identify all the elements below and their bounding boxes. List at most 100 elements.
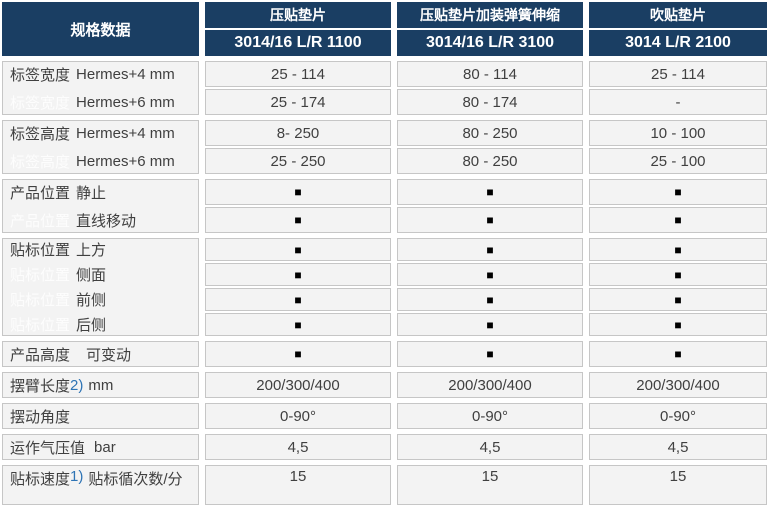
value-cell: 80 - 114 (397, 61, 583, 87)
value-cell: 25 - 250 (205, 148, 391, 174)
spec-row-label-arm-length: 摆臂长度 2) mm (2, 372, 199, 398)
spec-group-swing-angle: 摆动角度 0-90° 0-90° 0-90° (2, 403, 767, 429)
spec-group-product-position: 产品位置 静止 产品位置 直线移动 ■ ■ ■ ■ ■ ■ (2, 179, 767, 233)
value-cell: ■ (589, 341, 767, 367)
model-number-3: 3014 L/R 2100 (589, 30, 767, 56)
value-cell: 4,5 (397, 434, 583, 460)
spec-row-label-labelling-speed: 贴标速度 1) 贴标循次数/分 (2, 465, 199, 505)
footnote-link[interactable]: 2) (70, 376, 84, 394)
filled-square-icon: ■ (674, 347, 682, 361)
row-label: 贴标位置 前侧 (10, 288, 195, 311)
category-label: 贴标速度 (10, 471, 71, 488)
value-cell: ■ (205, 207, 391, 233)
filled-square-icon: ■ (294, 347, 302, 361)
filled-square-icon: ■ (294, 185, 302, 199)
category-label: 运作气压值 (10, 439, 86, 457)
sub-label: 可变动 (86, 346, 132, 364)
row-label: 标签宽度 Hermes+6 mm (10, 89, 195, 115)
value-column-3: ■ ■ (589, 179, 767, 233)
value-cell: ■ (589, 313, 767, 336)
value-cell: ■ (397, 179, 583, 205)
model-number-2: 3014/16 L/R 3100 (397, 30, 583, 56)
value-cell: ■ (589, 288, 767, 311)
value-cell: ■ (205, 238, 391, 261)
value-cell: 25 - 114 (589, 61, 767, 87)
spec-data-header: 规格数据 (2, 2, 199, 56)
value-column-1: 15 (205, 465, 391, 505)
sub-label: 直线移动 (76, 212, 137, 230)
value-cell: - (589, 89, 767, 115)
value-text: 25 - 114 (271, 65, 325, 83)
spec-group-label-height: 标签高度 Hermes+4 mm 标签高度 Hermes+6 mm 8- 250 25 -… (2, 120, 767, 174)
value-text: 80 - 250 (462, 152, 518, 170)
sub-label: 静止 (76, 184, 107, 202)
value-cell: ■ (589, 238, 767, 261)
value-column-3: 15 (589, 465, 767, 505)
product-name-1: 压贴垫片 (205, 2, 391, 28)
value-text: 25 - 250 (270, 152, 326, 170)
filled-square-icon: ■ (294, 292, 302, 307)
value-column-1: ■ (205, 341, 391, 367)
sub-label: Hermes+6 mm (76, 93, 175, 111)
value-column-2: ■ (397, 341, 583, 367)
row-label: 产品高度 可变动 (10, 341, 195, 367)
spec-row-label-label-width: 标签宽度 Hermes+4 mm 标签宽度 Hermes+6 mm (2, 61, 199, 115)
value-text: 0-90° (659, 407, 697, 425)
column-header-1: 压贴垫片 3014/16 L/R 1100 (205, 2, 391, 56)
table-body: 标签宽度 Hermes+4 mm 标签宽度 Hermes+6 mm 25 - 114 25… (2, 61, 767, 505)
filled-square-icon: ■ (294, 213, 302, 227)
filled-square-icon: ■ (294, 242, 302, 257)
value-cell: 4,5 (205, 434, 391, 460)
value-column-3: ■ (589, 341, 767, 367)
filled-square-icon: ■ (486, 317, 494, 332)
spec-group-label-width: 标签宽度 Hermes+4 mm 标签宽度 Hermes+6 mm 25 - 114 25… (2, 61, 767, 115)
spec-group-labelling-position: 贴标位置 上方 贴标位置 侧面 贴标位置 前侧 贴标位置 后侧 ■ ■ ■ ■ ■ ■ ■ ■ ■ ■ ■ ■ (2, 238, 767, 336)
filled-square-icon: ■ (674, 185, 682, 199)
sub-label: Hermes+4 mm (76, 65, 175, 83)
value-column-3: 25 - 114 - (589, 61, 767, 115)
column-header-3: 吹贴垫片 3014 L/R 2100 (589, 2, 767, 56)
value-cell: ■ (397, 238, 583, 261)
value-cell: 200/300/400 (397, 372, 583, 398)
value-text: 80 - 114 (463, 65, 517, 83)
value-text: 10 - 100 (650, 124, 706, 142)
value-cell: ■ (205, 263, 391, 286)
value-cell: ■ (205, 341, 391, 367)
value-column-3: ■ ■ ■ ■ (589, 238, 767, 336)
value-cell: 4,5 (589, 434, 767, 460)
value-text: 15 (481, 468, 499, 485)
filled-square-icon: ■ (486, 242, 494, 257)
value-text: 80 - 174 (462, 93, 518, 111)
footnote-link[interactable]: 1) (70, 468, 84, 485)
value-cell: 10 - 100 (589, 120, 767, 146)
value-cell: 8- 250 (205, 120, 391, 146)
product-name-2: 压贴垫片加装弹簧伸缩 (397, 2, 583, 28)
value-cell: 25 - 114 (205, 61, 391, 87)
value-text: 80 - 250 (462, 124, 518, 142)
value-cell: ■ (397, 263, 583, 286)
value-column-2: 80 - 250 80 - 250 (397, 120, 583, 174)
spec-group-air-pressure: 运作气压值 bar 4,5 4,5 4,5 (2, 434, 767, 460)
filled-square-icon: ■ (674, 292, 682, 307)
table-header: 规格数据 压贴垫片 3014/16 L/R 1100 压贴垫片加装弹簧伸缩 30… (2, 2, 767, 56)
filled-square-icon: ■ (674, 213, 682, 227)
value-cell: 80 - 250 (397, 120, 583, 146)
row-label: 贴标位置 上方 (10, 238, 195, 261)
filled-square-icon: ■ (486, 267, 494, 282)
category-label: 贴标位置 (10, 242, 71, 259)
row-label: 摆动角度 (10, 403, 195, 429)
value-column-1: 8- 250 25 - 250 (205, 120, 391, 174)
value-column-3: 4,5 (589, 434, 767, 460)
category-label-ghost: 贴标位置 (10, 292, 71, 309)
category-label-ghost: 标签高度 (10, 153, 71, 171)
category-label-ghost: 标签宽度 (10, 94, 71, 112)
value-column-1: 200/300/400 (205, 372, 391, 398)
value-column-2: 0-90° (397, 403, 583, 429)
value-cell: 200/300/400 (205, 372, 391, 398)
value-cell: ■ (589, 207, 767, 233)
value-cell: 25 - 100 (589, 148, 767, 174)
filled-square-icon: ■ (674, 242, 682, 257)
row-label: 标签宽度 Hermes+4 mm (10, 61, 195, 87)
value-column-3: 200/300/400 (589, 372, 767, 398)
